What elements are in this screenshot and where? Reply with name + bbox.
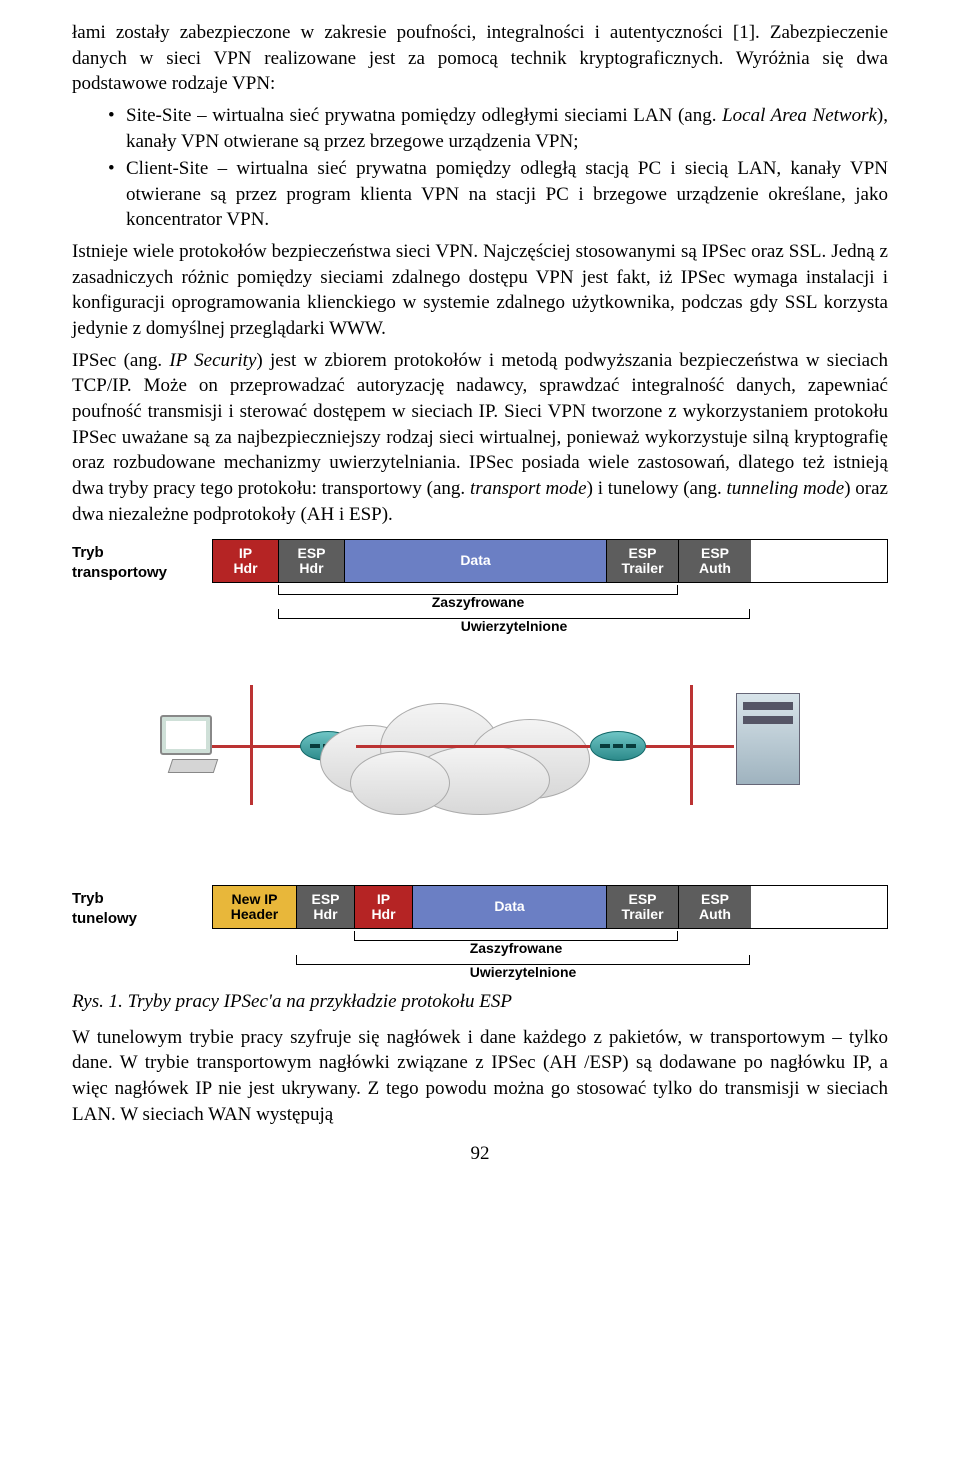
ipsec-modes-diagram: Tryb transportowy IP HdrESP HdrDataESP T… bbox=[72, 539, 888, 981]
paragraph-modes: W tunelowym trybie pracy szyfruje się na… bbox=[72, 1025, 888, 1128]
p3-c: ) jest w zbiorem protokołów i metodą pod… bbox=[72, 350, 888, 499]
packet-segment: ESP Auth bbox=[679, 886, 751, 928]
transport-packet: IP HdrESP HdrDataESP TrailerESP Auth bbox=[212, 539, 888, 583]
packet-segment: Data bbox=[413, 886, 607, 928]
page-number: 92 bbox=[72, 1141, 888, 1167]
packet-segment: ESP Auth bbox=[679, 540, 751, 582]
p3-b: IP Security bbox=[169, 350, 256, 371]
paragraph-ipsec: IPSec (ang. IP Security) jest w zbiorem … bbox=[72, 348, 888, 527]
tunnel-mode-label: Tryb tunelowy bbox=[72, 885, 212, 930]
packet-segment: ESP Trailer bbox=[607, 886, 679, 928]
packet-segment: IP Hdr bbox=[355, 886, 413, 928]
p3-e: ) i tunelowy (ang. bbox=[587, 478, 727, 499]
li1-italic: Local Area Network bbox=[722, 105, 877, 126]
router-right-icon bbox=[590, 731, 646, 761]
packet-segment: New IP Header bbox=[213, 886, 297, 928]
paragraph-protocols: Istnieje wiele protokołów bezpieczeństwa… bbox=[72, 239, 888, 342]
list-item-client-site: Client-Site – wirtualna sieć prywatna po… bbox=[72, 156, 888, 233]
packet-segment: Data bbox=[345, 540, 607, 582]
packet-segment: ESP Trailer bbox=[607, 540, 679, 582]
paragraph-intro: łami zostały zabezpieczone w zakresie po… bbox=[72, 20, 888, 97]
p3-f: tunneling mode bbox=[727, 478, 845, 499]
p3-d: transport mode bbox=[470, 478, 587, 499]
server-icon bbox=[736, 693, 800, 785]
list-item-site-site: Site-Site – wirtualna sieć prywatna pomi… bbox=[72, 103, 888, 154]
packet-segment: ESP Hdr bbox=[279, 540, 345, 582]
packet-segment: ESP Hdr bbox=[297, 886, 355, 928]
p3-a: IPSec (ang. bbox=[72, 350, 169, 371]
transport-mode-label: Tryb transportowy bbox=[72, 539, 212, 584]
figure-caption: Rys. 1. Tryby pracy IPSec'a na przykładz… bbox=[72, 989, 888, 1015]
tunnel-packet: New IP HeaderESP HdrIP HdrDataESP Traile… bbox=[212, 885, 888, 929]
li1-text-a: Site-Site – wirtualna sieć prywatna pomi… bbox=[126, 105, 722, 126]
cloud-icon bbox=[310, 695, 630, 815]
packet-segment: IP Hdr bbox=[213, 540, 279, 582]
network-topology-image bbox=[72, 665, 888, 845]
vpn-types-list: Site-Site – wirtualna sieć prywatna pomi… bbox=[72, 103, 888, 233]
